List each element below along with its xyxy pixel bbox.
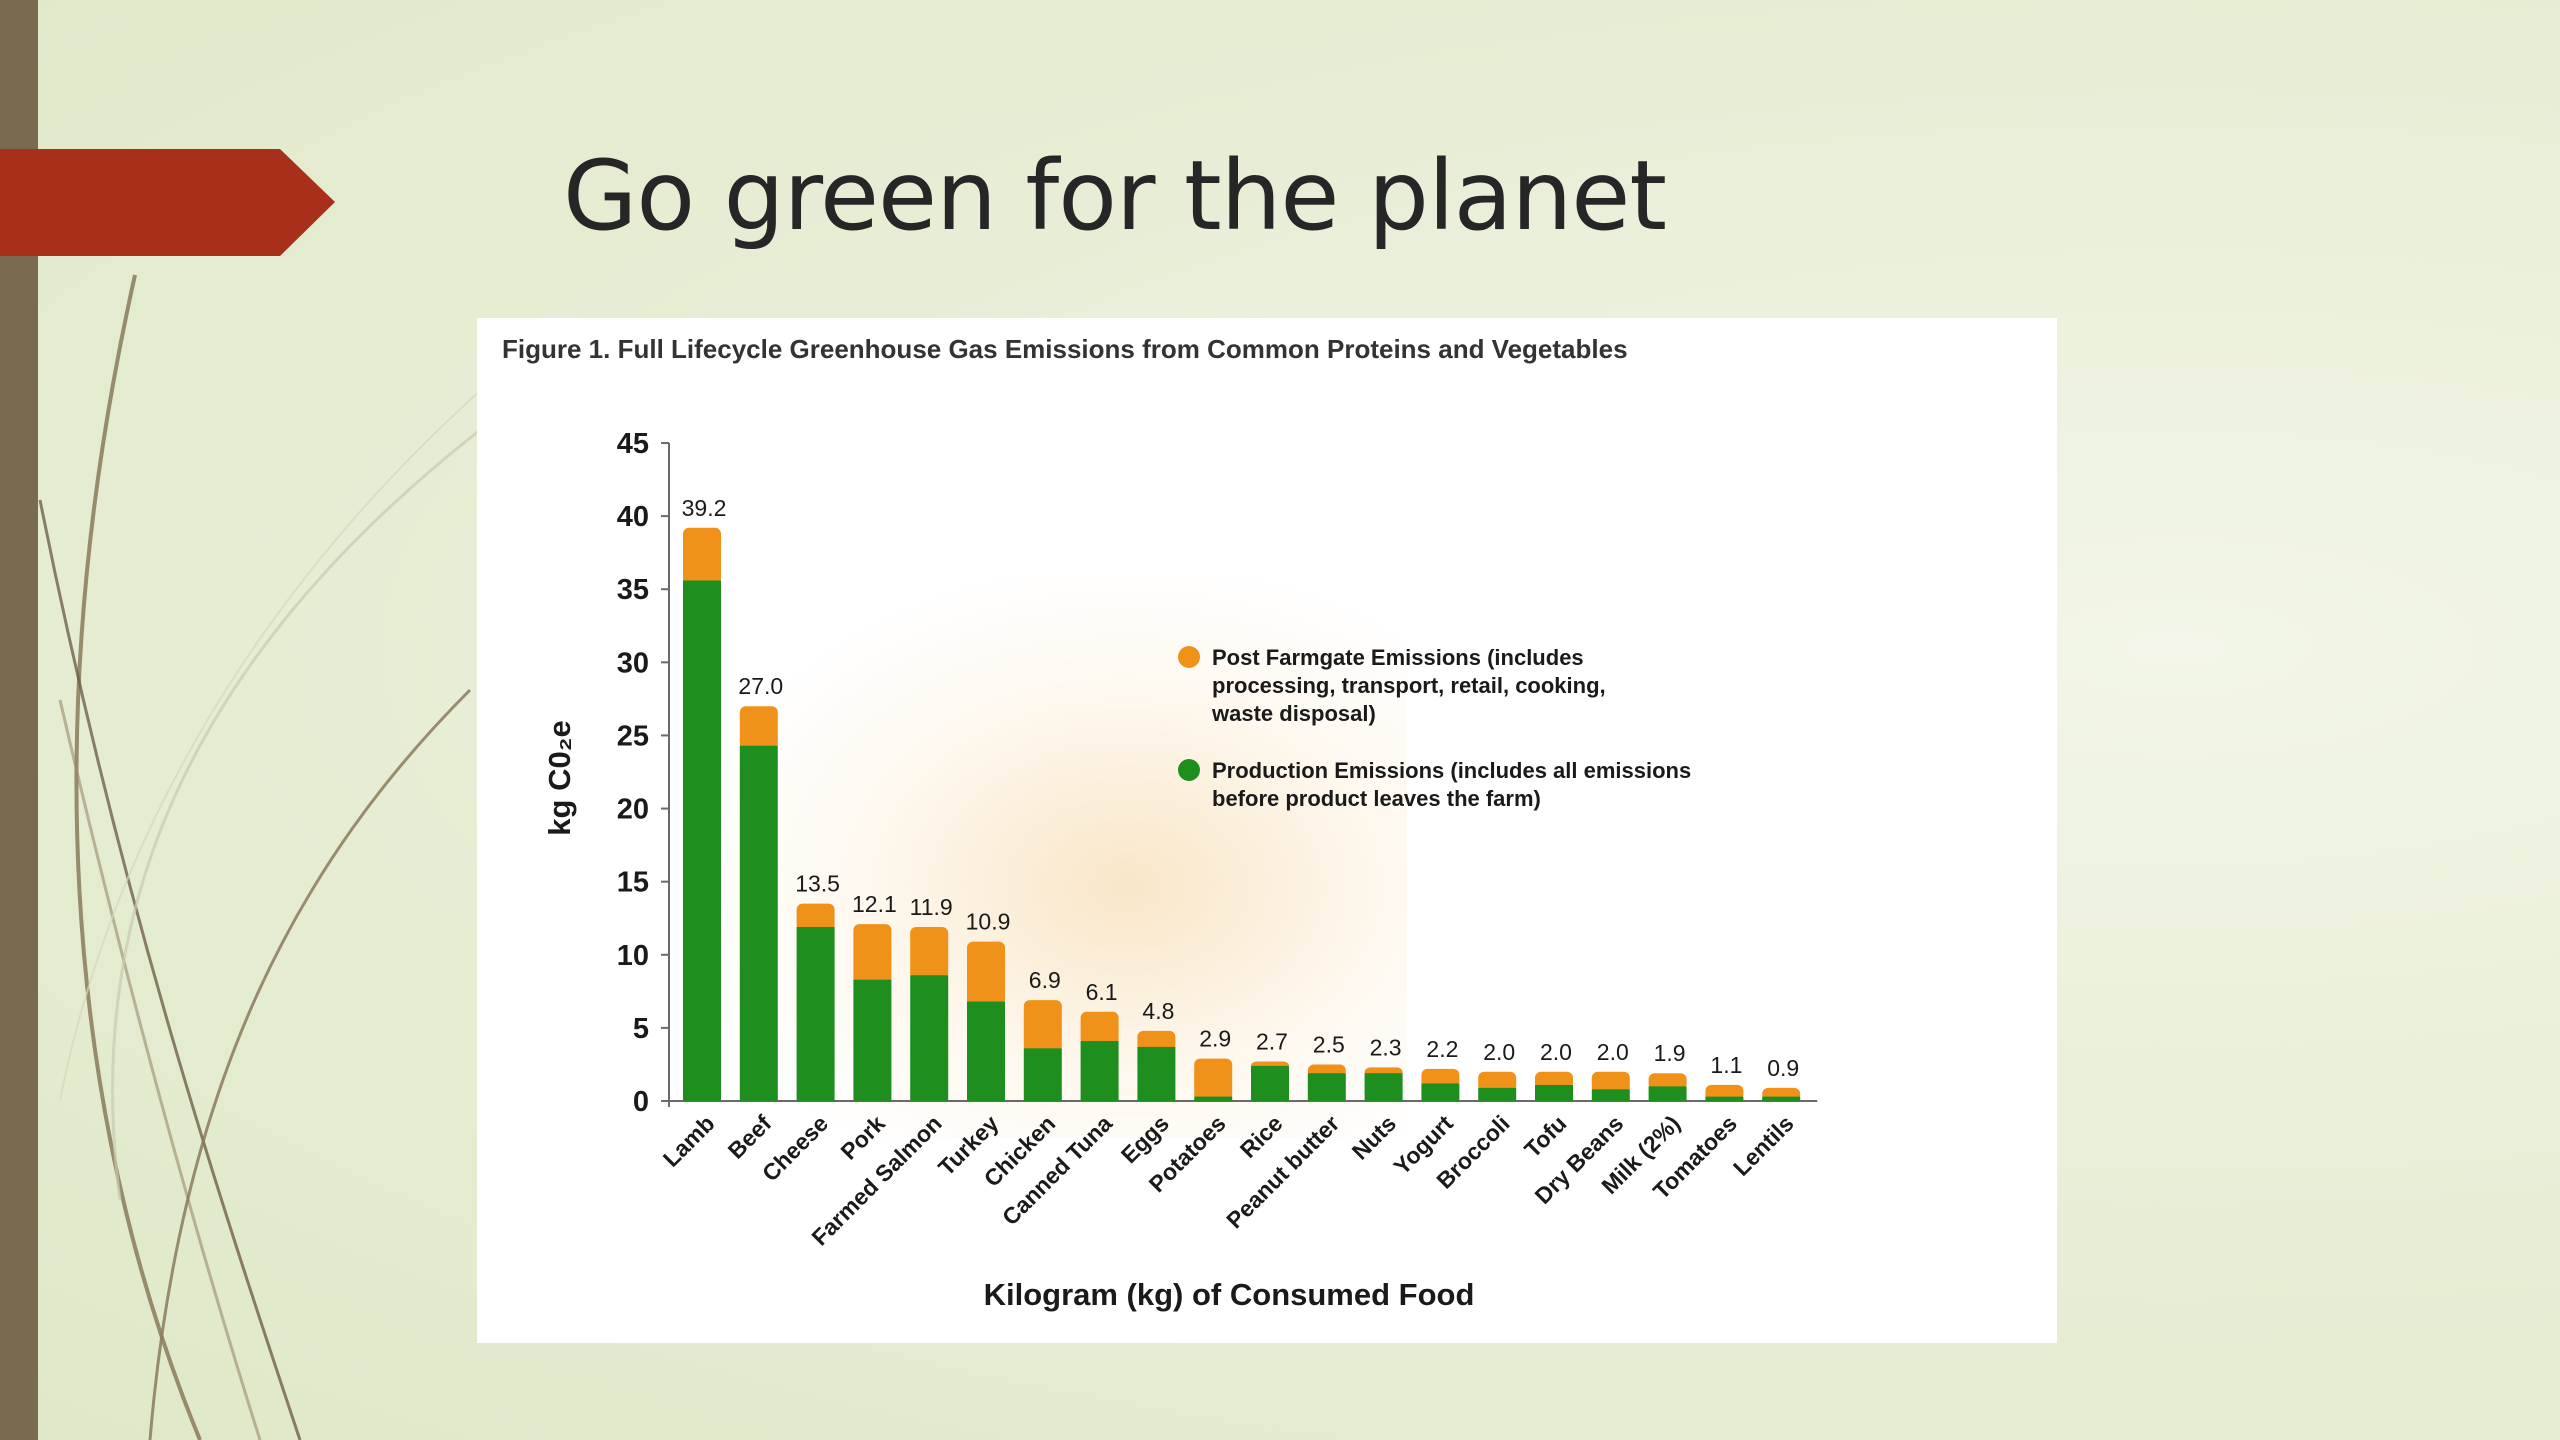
- bar-production-canned-tuna: [1080, 1041, 1119, 1101]
- y-tick-label: 35: [617, 574, 649, 606]
- bar-production-rice: [1251, 1065, 1289, 1101]
- total-data-label: 13.5: [795, 871, 840, 897]
- x-tick-label: Lamb: [658, 1110, 720, 1172]
- figure-panel: Figure 1. Full Lifecycle Greenhouse Gas …: [477, 318, 2057, 1343]
- bar-post-farmgate-dry-beans: [1591, 1071, 1630, 1094]
- legend-text-line: Production Emissions (includes all emiss…: [1212, 758, 1691, 783]
- legend-marker: [1178, 759, 1200, 781]
- total-data-label: 2.0: [1540, 1039, 1572, 1065]
- y-tick-label: 0: [633, 1086, 649, 1118]
- total-data-label: 1.9: [1654, 1040, 1686, 1066]
- bar-production-lamb: [683, 580, 721, 1101]
- total-data-label: 12.1: [852, 891, 897, 917]
- figure-caption: Figure 1. Full Lifecycle Greenhouse Gas …: [502, 334, 1628, 364]
- bar-post-farmgate-tofu: [1535, 1071, 1573, 1089]
- bar-post-farmgate-chicken: [1023, 1000, 1062, 1053]
- total-data-label: 2.7: [1256, 1029, 1288, 1055]
- y-tick-label: 30: [617, 647, 649, 679]
- total-data-label: 39.2: [682, 495, 727, 521]
- decorative-swoosh-lines: [38, 274, 520, 1440]
- x-axis-title: Kilogram (kg) of Consumed Food: [984, 1277, 1475, 1312]
- bar-post-farmgate-yogurt: [1421, 1068, 1460, 1088]
- bar-production-pork: [853, 979, 892, 1101]
- bar-production-dry-beans: [1591, 1089, 1630, 1101]
- total-data-label: 2.3: [1370, 1034, 1402, 1060]
- legend-text-line: processing, transport, retail, cooking,: [1212, 673, 1606, 698]
- bar-production-lentils: [1762, 1096, 1801, 1101]
- bar-production-tomatoes: [1705, 1096, 1744, 1101]
- bar-production-chicken: [1023, 1048, 1062, 1101]
- total-data-label: 6.1: [1086, 979, 1118, 1005]
- total-data-label: 2.2: [1426, 1036, 1458, 1062]
- y-tick-label: 45: [617, 428, 649, 460]
- bar-production-tofu: [1535, 1084, 1573, 1101]
- bar-production-yogurt: [1421, 1083, 1460, 1101]
- bar-production-cheese: [796, 926, 835, 1101]
- y-tick-label: 15: [617, 867, 649, 899]
- total-data-label: 2.0: [1483, 1039, 1515, 1065]
- bar-post-farmgate-broccoli: [1478, 1071, 1517, 1092]
- bar-post-farmgate-potatoes: [1194, 1058, 1233, 1101]
- bar-post-farmgate-beef: [739, 706, 778, 750]
- y-tick-label: 10: [617, 940, 649, 972]
- bar-post-farmgate-milk-2-: [1648, 1073, 1687, 1091]
- y-tick-label: 25: [617, 720, 649, 752]
- x-tick-label: Rice: [1235, 1110, 1288, 1163]
- bar-production-beef: [739, 745, 778, 1101]
- total-data-label: 10.9: [966, 909, 1011, 935]
- total-data-label: 2.5: [1313, 1031, 1345, 1057]
- bar-post-farmgate-cheese: [796, 903, 835, 931]
- y-tick-label: 20: [617, 794, 649, 826]
- bar-post-farmgate-turkey: [967, 941, 1005, 1006]
- title-arrow-shape: [0, 149, 335, 256]
- y-axis-title: kg C0₂e: [542, 720, 577, 835]
- bar-post-farmgate-canned-tuna: [1080, 1011, 1119, 1046]
- y-tick-label: 40: [617, 501, 649, 533]
- bar-production-nuts: [1364, 1073, 1403, 1101]
- slide-title: Go green for the planet: [563, 140, 1667, 252]
- bar-production-farmed-salmon: [910, 975, 949, 1101]
- total-data-label: 11.9: [910, 894, 953, 920]
- x-tick-label: Tofu: [1519, 1110, 1571, 1162]
- x-tick-label: Lentils: [1728, 1110, 1799, 1181]
- bar-post-farmgate-eggs: [1137, 1030, 1176, 1051]
- legend-text-line: before product leaves the farm): [1212, 786, 1541, 811]
- bar-production-peanut-butter: [1307, 1073, 1346, 1101]
- bar-production-milk-2-: [1648, 1086, 1687, 1101]
- bar-post-farmgate-lamb: [683, 527, 721, 585]
- legend-text-line: waste disposal): [1211, 701, 1376, 726]
- total-data-label: 1.1: [1710, 1052, 1742, 1078]
- bar-production-turkey: [967, 1001, 1005, 1101]
- legend-marker: [1178, 646, 1200, 668]
- bar-production-eggs: [1137, 1046, 1176, 1101]
- total-data-label: 2.9: [1199, 1026, 1231, 1052]
- legend-text-line: Post Farmgate Emissions (includes: [1212, 645, 1584, 670]
- y-tick-label: 5: [633, 1013, 649, 1045]
- total-data-label: 0.9: [1767, 1055, 1799, 1081]
- total-data-label: 2.0: [1597, 1039, 1629, 1065]
- bar-post-farmgate-pork: [853, 924, 892, 984]
- total-data-label: 27.0: [738, 673, 783, 699]
- bar-production-potatoes: [1194, 1096, 1233, 1101]
- total-data-label: 6.9: [1029, 967, 1061, 993]
- bar-post-farmgate-farmed-salmon: [910, 926, 949, 980]
- bar-production-broccoli: [1478, 1087, 1517, 1101]
- total-data-label: 4.8: [1142, 998, 1174, 1024]
